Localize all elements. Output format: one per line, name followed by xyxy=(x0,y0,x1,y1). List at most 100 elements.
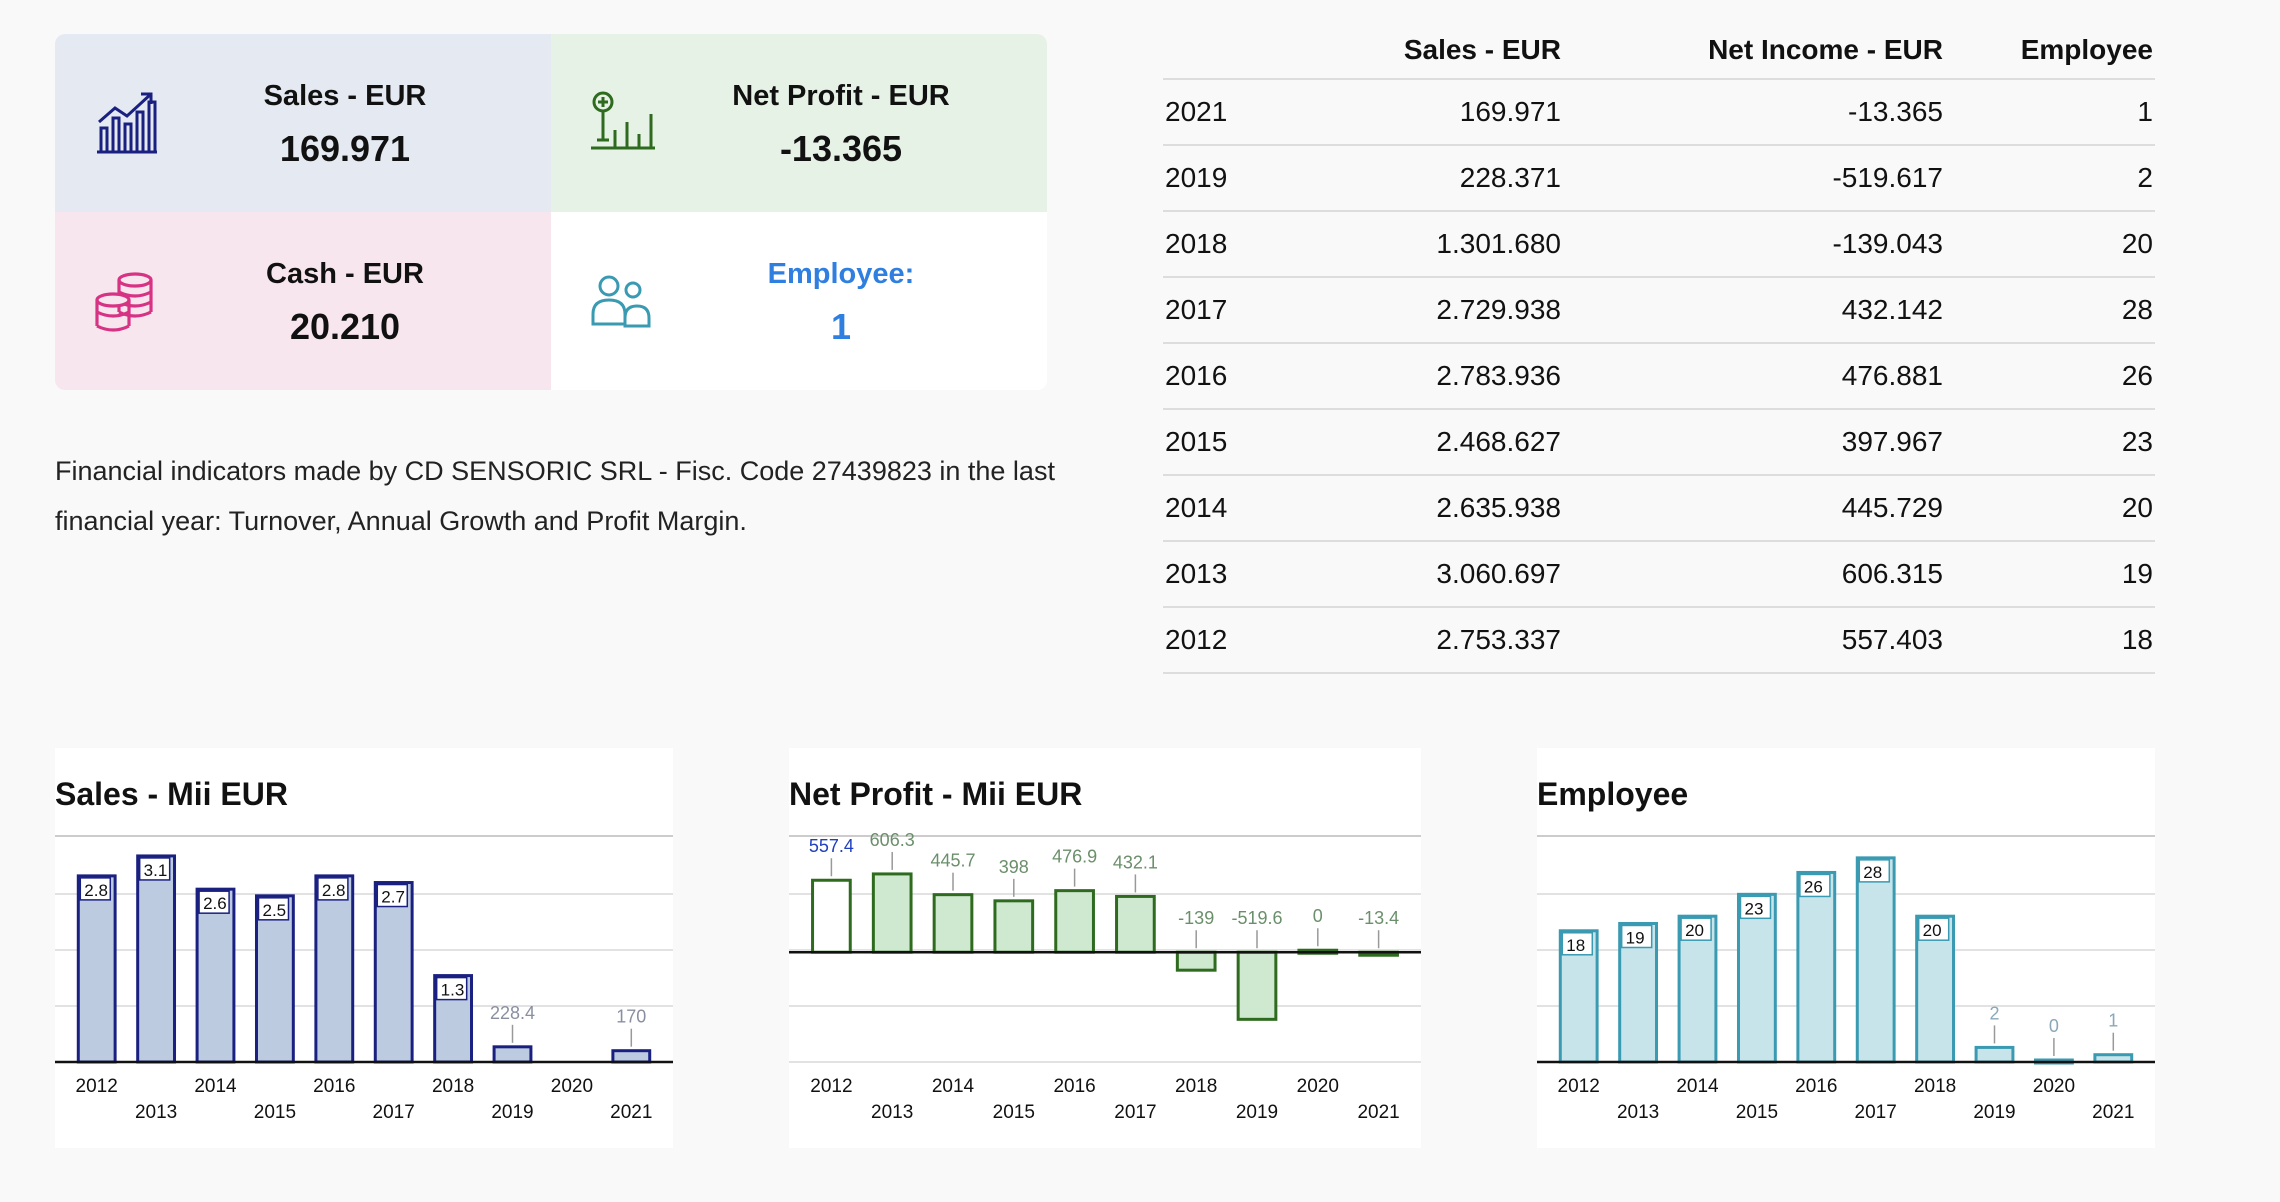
chart-bar xyxy=(1974,1045,2015,1064)
table-cell: 20 xyxy=(1945,211,2155,278)
kpi-employee-label: Employee: xyxy=(767,258,915,290)
x-tick-label: 2014 xyxy=(932,1076,975,1097)
kpi-sales-value: 169.971 xyxy=(279,128,411,169)
kpi-employee: Employee: 1 xyxy=(551,212,1047,390)
table-cell: 397.967 xyxy=(1563,409,1945,476)
data-label: 2.7 xyxy=(381,888,405,907)
chart-bar xyxy=(136,854,177,1064)
kpi-panel: Sales - EUR 169.971 Net Profit - EUR -13… xyxy=(55,34,1047,390)
data-label-box xyxy=(1858,859,1891,883)
table-row: 2017 2.729.938 432.142 28 xyxy=(1163,277,2155,344)
data-label-box xyxy=(198,890,230,914)
table-cell: 2.783.936 xyxy=(1317,343,1563,410)
data-label: 20 xyxy=(1923,921,1942,940)
table-cell: 2014 xyxy=(1163,475,1317,542)
table-cell: 2.729.938 xyxy=(1317,277,1563,344)
x-tick-label: 2020 xyxy=(551,1076,593,1097)
table-cell: 2016 xyxy=(1163,343,1317,410)
data-label-box xyxy=(1799,873,1831,898)
sales-chart-title: Sales - Mii EUR xyxy=(55,776,288,812)
x-tick-label: 2017 xyxy=(373,1102,415,1123)
table-row: 2018 1.301.680 -139.043 20 xyxy=(1163,211,2155,278)
chart-bar xyxy=(1855,856,1896,1064)
table-cell: 1 xyxy=(1945,79,2155,146)
chart-bar xyxy=(871,872,913,954)
table-cell: 19 xyxy=(1945,541,2155,608)
table-cell: 476.881 xyxy=(1563,343,1945,410)
data-label: 23 xyxy=(1744,899,1763,918)
x-tick-label: 2014 xyxy=(1676,1076,1719,1097)
x-tick-label: 2013 xyxy=(871,1102,913,1123)
x-tick-label: 2018 xyxy=(1175,1076,1217,1097)
table-row: 2015 2.468.627 397.967 23 xyxy=(1163,409,2155,476)
x-tick-label: 2013 xyxy=(1617,1102,1659,1123)
chart-bar xyxy=(373,881,414,1064)
data-label: 2.6 xyxy=(203,894,227,913)
table-cell: 2012 xyxy=(1163,607,1317,674)
data-label: 170 xyxy=(616,1007,646,1027)
table-cell: 606.315 xyxy=(1563,541,1945,608)
table-cell: 2015 xyxy=(1163,409,1317,476)
x-tick-label: 2015 xyxy=(254,1102,296,1123)
employee-chart: 1820121920132020142320152620162820172020… xyxy=(1537,835,2155,1123)
chart-bar xyxy=(492,1045,533,1064)
table-cell: 2017 xyxy=(1163,277,1317,344)
data-label-box xyxy=(435,976,468,1001)
table-cell: -519.617 xyxy=(1563,145,1945,212)
data-label-box xyxy=(79,877,112,901)
data-label: 557.4 xyxy=(809,836,854,856)
chart-bar xyxy=(1796,870,1837,1064)
x-tick-label: 2019 xyxy=(1973,1102,2015,1123)
bar-chart-up-icon xyxy=(97,92,157,154)
data-label-box xyxy=(257,897,290,921)
sales-chart: 2.8 2012 3.1 2013 2.6 2014 2.5 2015 2.8 2016 2.7 20… xyxy=(55,835,673,1123)
table-cell: 1.301.680 xyxy=(1317,211,1563,278)
table-cell: 23 xyxy=(1945,409,2155,476)
chart-bar xyxy=(76,874,117,1064)
table-header-year xyxy=(1163,22,1317,80)
x-tick-label: 2020 xyxy=(1297,1076,1339,1097)
data-label: 0 xyxy=(1313,906,1323,926)
chart-bar xyxy=(993,899,1035,954)
x-tick-label: 2013 xyxy=(135,1102,177,1123)
table-header-row: Sales - EUR Net Income - EUR Employee xyxy=(1163,22,2155,80)
table-header-sales: Sales - EUR xyxy=(1317,22,1563,80)
data-label: 228.4 xyxy=(490,1003,535,1023)
x-tick-label: 2012 xyxy=(1558,1076,1600,1097)
table-cell: 432.142 xyxy=(1563,277,1945,344)
data-label-box xyxy=(138,857,171,881)
chart-bar xyxy=(1236,950,1278,1021)
table-cell: 18 xyxy=(1945,607,2155,674)
data-label-box xyxy=(1739,895,1772,920)
profit-chart-title: Net Profit - Mii EUR xyxy=(789,776,1083,812)
table-cell: 228.371 xyxy=(1317,145,1563,212)
chart-bar xyxy=(811,878,852,954)
data-label: 18 xyxy=(1566,936,1585,955)
x-tick-label: 2018 xyxy=(1914,1076,1956,1097)
employee-chart-title: Employee xyxy=(1537,776,1689,812)
x-tick-label: 2015 xyxy=(993,1102,1035,1123)
x-tick-label: 2016 xyxy=(1795,1076,1837,1097)
x-tick-label: 2015 xyxy=(1736,1102,1778,1123)
x-tick-label: 2017 xyxy=(1114,1102,1156,1123)
table-cell: 445.729 xyxy=(1563,475,1945,542)
kpi-sales: Sales - EUR 169.971 xyxy=(55,34,551,212)
chart-bar xyxy=(611,1049,652,1064)
x-tick-label: 2016 xyxy=(313,1076,355,1097)
data-label: 20 xyxy=(1685,921,1704,940)
data-label: 0 xyxy=(2049,1016,2059,1036)
table-cell: 557.403 xyxy=(1563,607,1945,674)
table-row: 2012 2.753.337 557.403 18 xyxy=(1163,607,2155,674)
data-label: 3.1 xyxy=(144,861,168,880)
sales-chart-card: Sales - Mii EUR 2.8 2012 3.1 2013 2.6 2014 2.5… xyxy=(55,748,673,1148)
profit-chart: 557.4 2012 606.3 2013 445.7 2014 398 2015 476.9 2… xyxy=(789,830,1421,1123)
x-tick-label: 2021 xyxy=(1357,1102,1399,1123)
table-cell: 2.635.938 xyxy=(1317,475,1563,542)
data-label: 28 xyxy=(1863,863,1882,882)
kpi-cash-value: 20.210 xyxy=(289,306,401,347)
x-tick-label: 2021 xyxy=(610,1102,652,1123)
x-tick-label: 2012 xyxy=(810,1076,852,1097)
employee-chart-card: Employee 18 2012 19 2013 20 2014 23 2015 26 2016 2… xyxy=(1537,748,2155,1148)
profit-chart-card: Net Profit - Mii EUR 557.4 2012 606.3 2013 4… xyxy=(789,748,1421,1148)
table-row: 2016 2.783.936 476.881 26 xyxy=(1163,343,2155,410)
